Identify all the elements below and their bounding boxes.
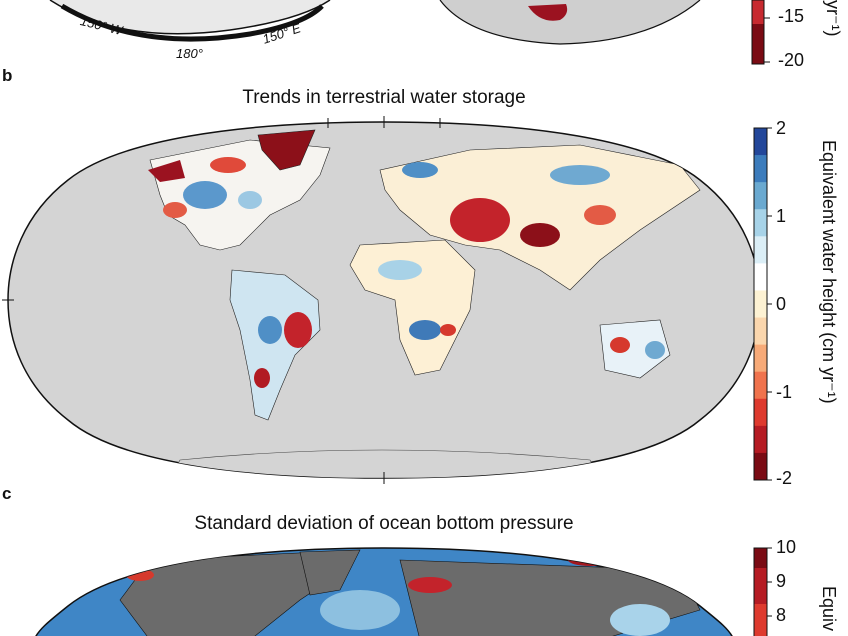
colorbar-b-tick-2: 2 — [776, 118, 787, 138]
na-trend-red-1 — [210, 157, 246, 173]
colorbar-c-tick-10: 10 — [776, 537, 797, 557]
colorbar-c-top — [754, 548, 767, 568]
colorbar-b-segment — [754, 236, 767, 264]
colorbar-b-segment — [754, 128, 767, 156]
africa-trend-red — [440, 324, 456, 336]
hudson-variability — [126, 569, 154, 581]
north-america — [149, 139, 331, 251]
panel-b-letter: b — [2, 66, 13, 85]
eurasia — [379, 144, 701, 291]
colorbar-b-segment — [754, 344, 767, 373]
colorbar-b-label: Equivalent water height (cm yr⁻¹) — [819, 140, 839, 404]
arctic-high-variability — [408, 577, 452, 593]
africa-trend-lightblue — [378, 260, 422, 280]
africa-trend-blue — [409, 320, 441, 340]
greenland — [257, 129, 316, 171]
greenland-c — [299, 549, 361, 596]
colorbar-b-segment — [754, 290, 767, 319]
colorbar-b-segment — [754, 398, 767, 427]
antarctica — [169, 449, 601, 478]
colorbar-a-lowest — [752, 24, 764, 64]
colorbar-a-tick-20: -20 — [778, 50, 805, 70]
panel-c-title: Standard deviation of ocean bottom press… — [194, 513, 574, 534]
colorbar-b-segment — [754, 371, 767, 400]
antarctica-mass-loss-patch — [528, 4, 568, 21]
middle-east-trend-red — [450, 198, 510, 242]
sa-trend-red — [284, 312, 312, 348]
colorbar-c-tick-8: 8 — [776, 605, 787, 625]
polar-map-right-rim — [439, 0, 701, 45]
colorbar-b-segment — [754, 155, 767, 183]
panel-c-letter: c — [2, 484, 12, 503]
colorbar-b-segment — [754, 209, 767, 237]
map-c-frame — [35, 547, 733, 636]
longitude-label-180: 180° — [176, 46, 203, 61]
na-trend-red-2 — [163, 202, 187, 218]
atlantic-light-blue — [320, 590, 400, 630]
china-trend-red — [584, 205, 616, 225]
arctic-shelf-variability — [568, 554, 612, 566]
australia-trend-red — [610, 337, 630, 353]
sa-trend-red-2 — [254, 368, 270, 388]
sa-trend-blue — [258, 316, 282, 344]
panel-b-title: Trends in terrestrial water storage — [242, 87, 526, 108]
panel-a-polar-maps — [49, 0, 770, 65]
colorbar-b-tick-neg2: -2 — [776, 468, 793, 488]
map-b-frame — [7, 121, 761, 479]
siberia-trend-blue — [550, 165, 610, 185]
colorbar-b-segment — [754, 452, 767, 481]
colorbar-b-tick-1: 1 — [776, 206, 787, 226]
south-america — [229, 269, 321, 421]
colorbar-b-tick-0: 0 — [776, 294, 787, 314]
colorbar-b-segment — [754, 317, 767, 346]
colorbar-c-mid — [754, 568, 767, 604]
na-trend-blue — [183, 181, 227, 209]
colorbar-a-label: yr⁻¹) — [823, 0, 843, 37]
alaska-loss — [148, 160, 185, 182]
colorbar-c-tick-9: 9 — [776, 571, 787, 591]
polar-map-left-frame — [60, 3, 324, 42]
pacific-light-blue — [610, 604, 670, 636]
colorbar-b-tick-neg1: -1 — [776, 382, 793, 402]
colorbar-b-segment — [754, 182, 767, 210]
australia — [599, 319, 671, 379]
colorbar-c-label: Equiv — [819, 586, 839, 632]
africa — [349, 239, 476, 376]
australia-trend-blue — [645, 341, 665, 359]
colorbar-b-segment — [754, 263, 767, 291]
colorbar-b-segment — [754, 425, 767, 454]
colorbar-a-low — [752, 0, 764, 24]
europe-trend-blue — [402, 162, 438, 178]
colorbar-c-low — [754, 604, 767, 636]
india-trend-red — [520, 223, 560, 247]
na-trend-blue-2 — [238, 191, 262, 209]
eurasia-c — [399, 559, 701, 636]
land-masses-c — [119, 551, 331, 636]
colorbar-a-tick-15: -15 — [778, 6, 805, 26]
